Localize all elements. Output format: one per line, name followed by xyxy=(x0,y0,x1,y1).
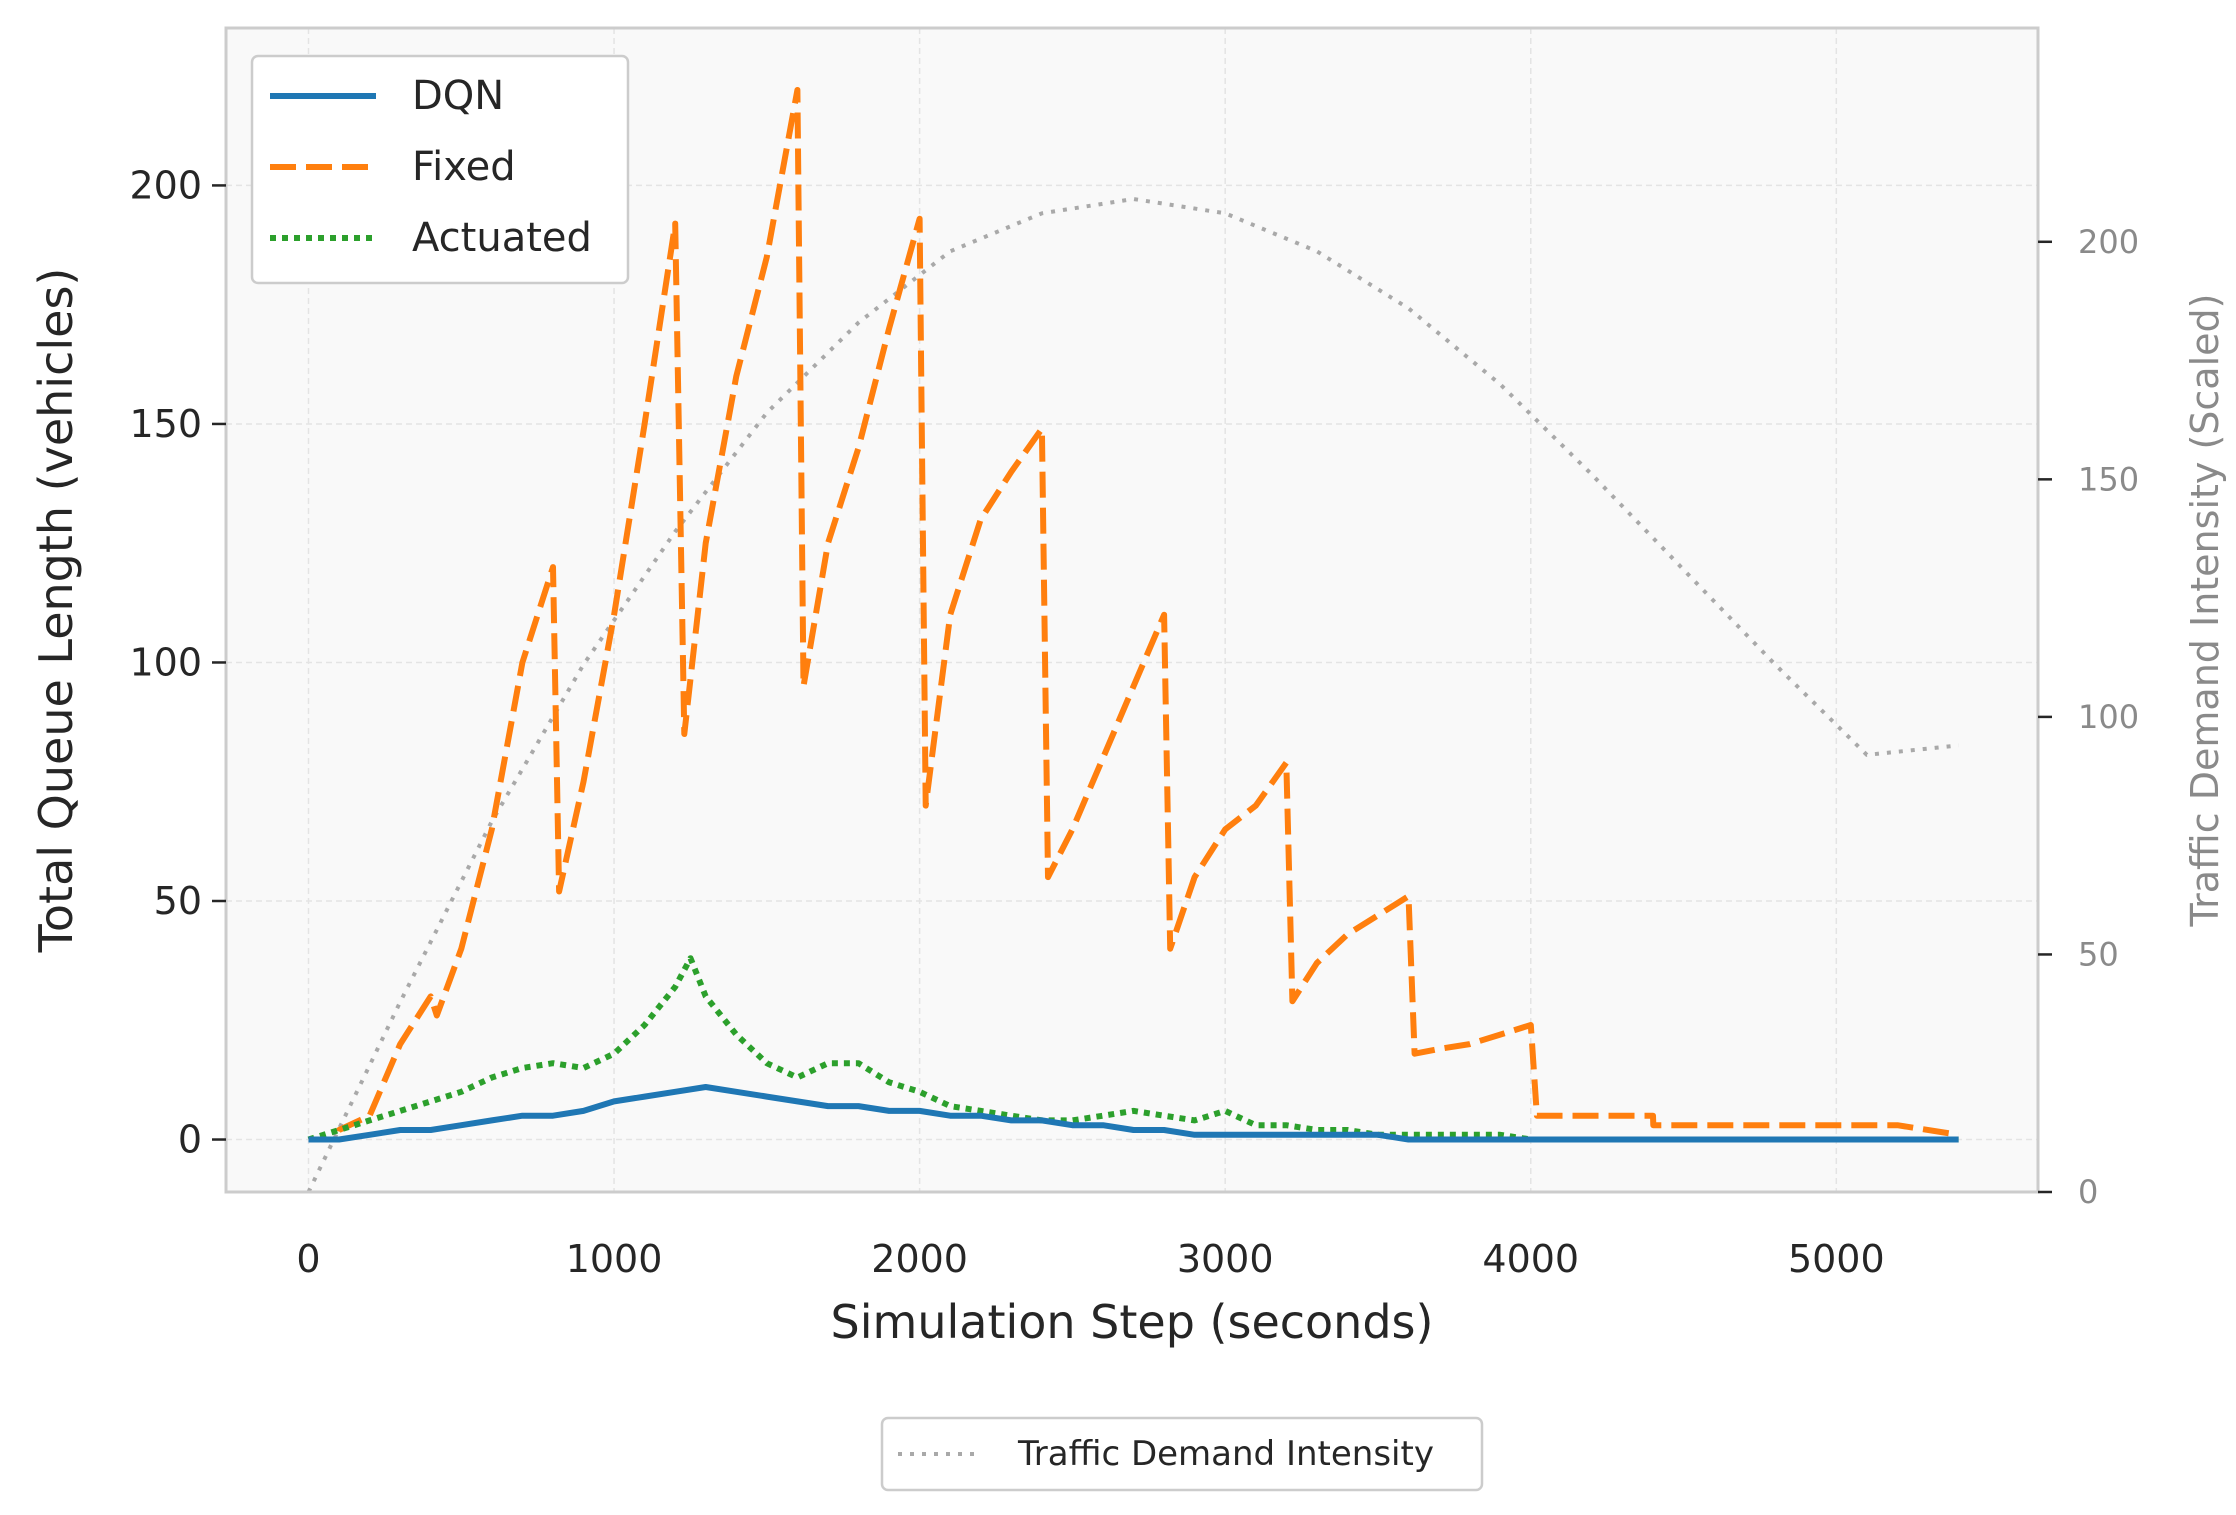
x-tick-label: 0 xyxy=(296,1237,320,1281)
x-tick-label: 1000 xyxy=(566,1237,663,1281)
x-axis-ticks: 0 1000 2000 3000 4000 5000 xyxy=(296,1237,1884,1281)
y2-axis-label: Traffic Demand Intensity (Scaled) xyxy=(2183,294,2227,928)
series-layer xyxy=(307,87,1960,1143)
y-axis-label: Total Queue Length (vehicles) xyxy=(29,268,83,954)
x-tick-label: 2000 xyxy=(871,1237,968,1281)
series-line-fixed xyxy=(308,87,1960,1143)
legend-label-dqn: DQN xyxy=(412,73,504,119)
y2-tick-label: 150 xyxy=(2078,460,2139,498)
y-tick-label: 100 xyxy=(129,640,202,684)
y2-tick-label: 100 xyxy=(2078,698,2139,736)
demand-legend: Traffic Demand Intensity xyxy=(880,1416,1484,1492)
legend-label-actuated: Actuated xyxy=(412,215,592,261)
demand-legend-frame xyxy=(880,1416,1484,1492)
legend-frame xyxy=(250,54,630,285)
y-axis-ticks: 0 50 100 150 200 xyxy=(129,163,226,1162)
x-axis-label: Simulation Step (seconds) xyxy=(831,1295,1434,1349)
demand-legend-label: Traffic Demand Intensity xyxy=(1017,1434,1434,1474)
y-tick-label: 0 xyxy=(178,1118,202,1162)
legend: DQN Fixed Actuated xyxy=(250,54,630,285)
plot-frame xyxy=(224,26,2040,1194)
x-tick-label: 5000 xyxy=(1788,1237,1885,1281)
x-tick-label: 4000 xyxy=(1482,1237,1579,1281)
y2-axis-ticks: 0 50 100 150 200 xyxy=(2038,223,2139,1211)
x-tick-label: 3000 xyxy=(1177,1237,1274,1281)
legend-label-fixed: Fixed xyxy=(412,144,516,190)
y-tick-label: 50 xyxy=(154,879,202,923)
series-line-dqn xyxy=(308,1084,1959,1143)
y-tick-label: 200 xyxy=(129,163,202,207)
y2-tick-label: 50 xyxy=(2078,935,2119,973)
y-tick-label: 150 xyxy=(129,402,202,446)
y2-tick-label: 0 xyxy=(2078,1173,2098,1211)
y2-tick-label: 200 xyxy=(2078,223,2139,261)
